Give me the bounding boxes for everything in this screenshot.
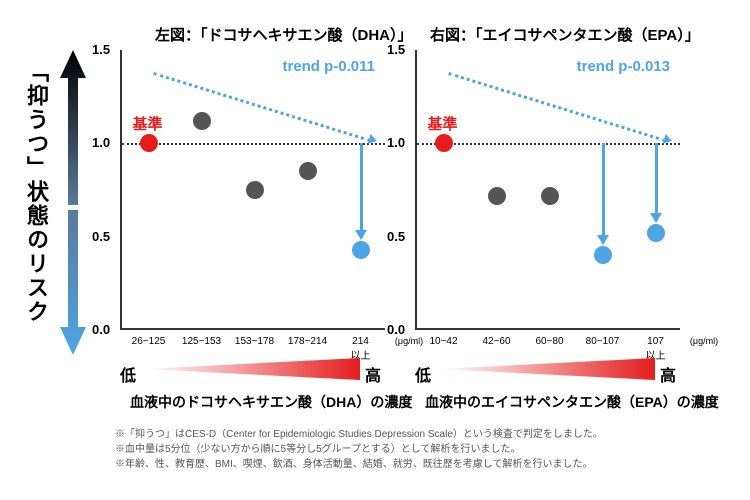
left-chart: 0.00.51.01.5trend p-0.011基準26~125125~153… <box>120 50 385 330</box>
data-point <box>193 112 211 130</box>
ytick: 1.5 <box>92 42 110 57</box>
footnote-3: ※年齢、性、教育歴、BMI、喫煙、飲酒、身体活動量、結婚、就労、既往歴を考慮して… <box>115 455 592 470</box>
footnote-1: ※「抑うつ」はCES-D（Center for Epidemiologic St… <box>115 425 603 440</box>
reference-line <box>417 143 680 145</box>
data-point <box>647 224 665 242</box>
xtick: 125~153 <box>182 336 221 347</box>
data-point <box>435 134 453 152</box>
ytick: 1.0 <box>92 135 110 150</box>
left-xaxis-label: 血液中のドコサヘキサエン酸（DHA）の濃度 <box>130 392 412 412</box>
trend-line <box>448 72 666 142</box>
xtick: 42~60 <box>482 336 510 347</box>
wedge-right-icon <box>440 358 655 380</box>
data-point <box>299 162 317 180</box>
ytick: 0.5 <box>387 229 405 244</box>
ytick: 1.5 <box>387 42 405 57</box>
y-axis-label: 「抑うつ」状態のリスク <box>20 60 52 324</box>
xtick: 178~214 <box>288 336 327 347</box>
trend-text: trend p-0.013 <box>577 58 670 75</box>
wedge-left-icon <box>145 358 360 380</box>
data-point <box>352 241 370 259</box>
trend-text: trend p-0.011 <box>282 58 375 75</box>
xunit: (μg/ml) <box>395 336 423 346</box>
reference-label: 基準 <box>133 113 163 134</box>
down-arrow-icon <box>360 143 363 237</box>
left-chart-title: 左図：「ドコサヘキサエン酸（DHA）」 <box>155 24 413 45</box>
data-point <box>140 134 158 152</box>
high-label-left: 高 <box>365 362 381 386</box>
right-chart-title: 右図：「エイコサペンタエン酸（EPA）」 <box>430 24 700 45</box>
right-chart: 0.00.51.01.5trend p-0.013基準10~4242~6060~… <box>415 50 680 330</box>
right-xaxis-label: 血液中のエイコサペンタエン酸（EPA）の濃度 <box>425 392 719 412</box>
arrow-up-icon <box>58 50 88 205</box>
xtick: 60~80 <box>535 336 563 347</box>
low-label-right: 低 <box>415 362 431 386</box>
xtick: 153~178 <box>235 336 274 347</box>
down-arrow-icon <box>602 143 605 243</box>
trend-line <box>153 72 371 142</box>
reference-label: 基準 <box>428 113 458 134</box>
ytick: 0.5 <box>92 229 110 244</box>
data-point <box>246 181 264 199</box>
xtick: 26~125 <box>132 336 166 347</box>
xtick: 10~42 <box>429 336 457 347</box>
figure: 「抑うつ」状態のリスク 左図：「ドコサヘキサエン酸（DHA）」 右図：「エイコサ… <box>0 0 750 500</box>
data-point <box>594 246 612 264</box>
data-point <box>488 187 506 205</box>
footnote-2: ※血中量は5分位（少ない方から順に5等分し5グループとする）として解析を行いまし… <box>115 440 520 455</box>
arrow-down-icon <box>58 210 88 355</box>
xunit: (μg/ml) <box>690 336 718 346</box>
down-arrow-icon <box>655 143 658 221</box>
ytick: 0.0 <box>387 322 405 337</box>
high-label-right: 高 <box>660 362 676 386</box>
low-label-left: 低 <box>120 362 136 386</box>
reference-line <box>122 143 385 145</box>
data-point <box>541 187 559 205</box>
ytick: 1.0 <box>387 135 405 150</box>
xtick: 80~107 <box>586 336 620 347</box>
ytick: 0.0 <box>92 322 110 337</box>
